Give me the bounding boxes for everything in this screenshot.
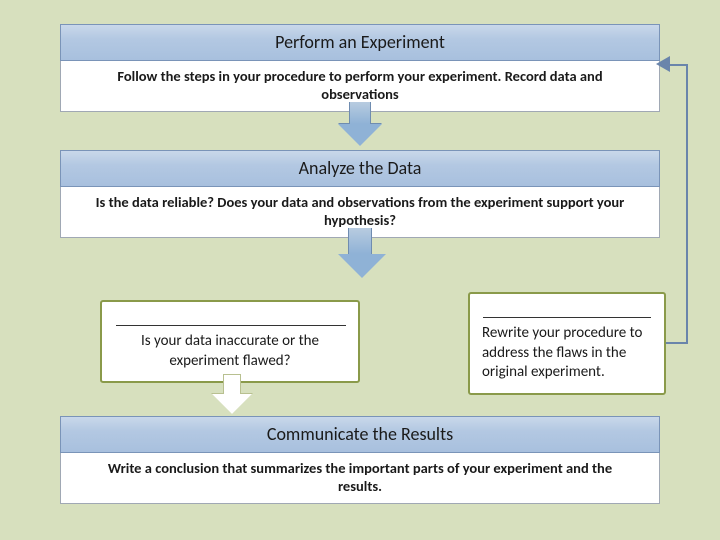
step-analyze: Analyze the Data Is the data reliable? D… [60,150,660,238]
step-perform-title: Perform an Experiment [60,24,660,61]
arrow-perform-to-analyze [336,102,384,146]
step-communicate-title: Communicate the Results [60,416,660,453]
decision-left-text: Is your data inaccurate or the experimen… [141,332,319,370]
step-perform: Perform an Experiment Follow the steps i… [60,24,660,112]
decision-left-box: Is your data inaccurate or the experimen… [100,300,360,383]
arrow-analyze-to-decision [336,228,384,278]
feedback-arrowhead [656,56,670,72]
arrow-decision-to-communicate [212,374,252,416]
blank-line-right [483,304,651,318]
blank-line-left [116,312,346,326]
feedback-line-bottom-h [666,342,688,344]
decision-right-text: Rewrite your procedure to address the fl… [482,324,642,381]
step-communicate: Communicate the Results Write a conclusi… [60,416,660,504]
step-analyze-title: Analyze the Data [60,150,660,187]
decision-right-box: Rewrite your procedure to address the fl… [468,292,666,395]
step-communicate-body: Write a conclusion that summarizes the i… [60,453,660,504]
feedback-line-top-h [668,64,688,66]
feedback-line-vertical [686,64,688,344]
